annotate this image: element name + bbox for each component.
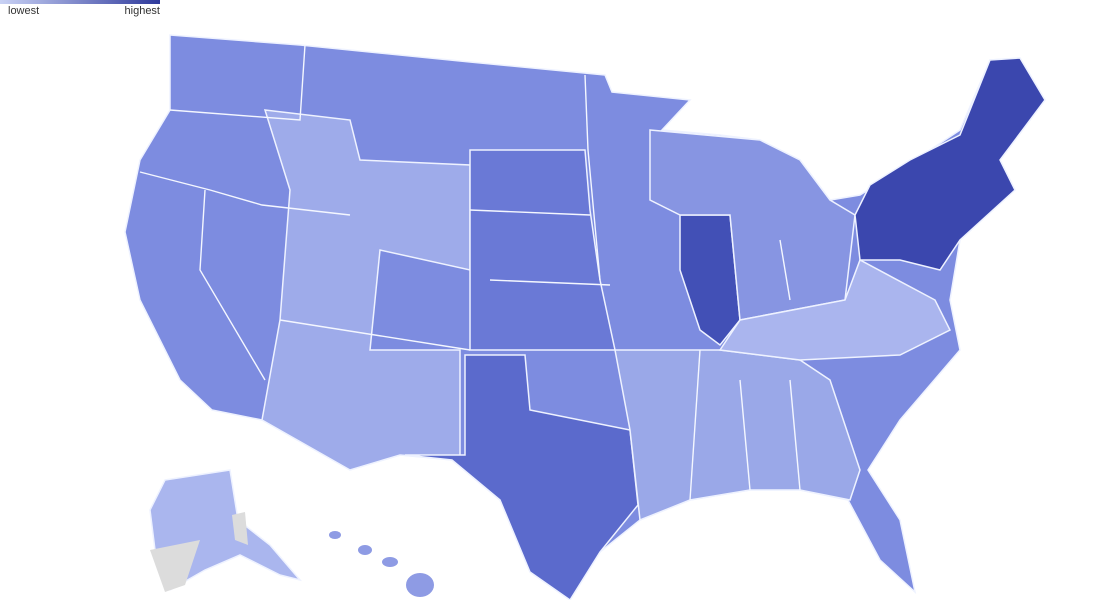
island (382, 557, 398, 567)
alaska-nodata (232, 512, 248, 545)
border (139, 171, 351, 216)
border (789, 379, 801, 491)
appalachia (718, 258, 952, 361)
border (169, 44, 306, 121)
hawaii (329, 531, 434, 597)
alaska (149, 469, 303, 592)
border (279, 319, 471, 351)
border (779, 239, 791, 301)
south (614, 349, 861, 522)
texas (404, 354, 639, 600)
border (199, 189, 266, 381)
northeast (854, 57, 1046, 271)
legend-low: lowest (8, 5, 39, 17)
island (358, 545, 372, 555)
island (406, 573, 434, 597)
island (329, 531, 341, 539)
border (469, 209, 591, 216)
legend-gradient (0, 0, 160, 4)
lower-48 (124, 34, 1046, 600)
legend: lowest highest (0, 0, 160, 17)
border (584, 74, 601, 281)
mountain-west (261, 109, 471, 471)
border (489, 279, 611, 286)
border (689, 349, 701, 501)
border (739, 379, 751, 491)
legend-high: highest (125, 5, 160, 17)
alaska-nodata (150, 540, 200, 592)
